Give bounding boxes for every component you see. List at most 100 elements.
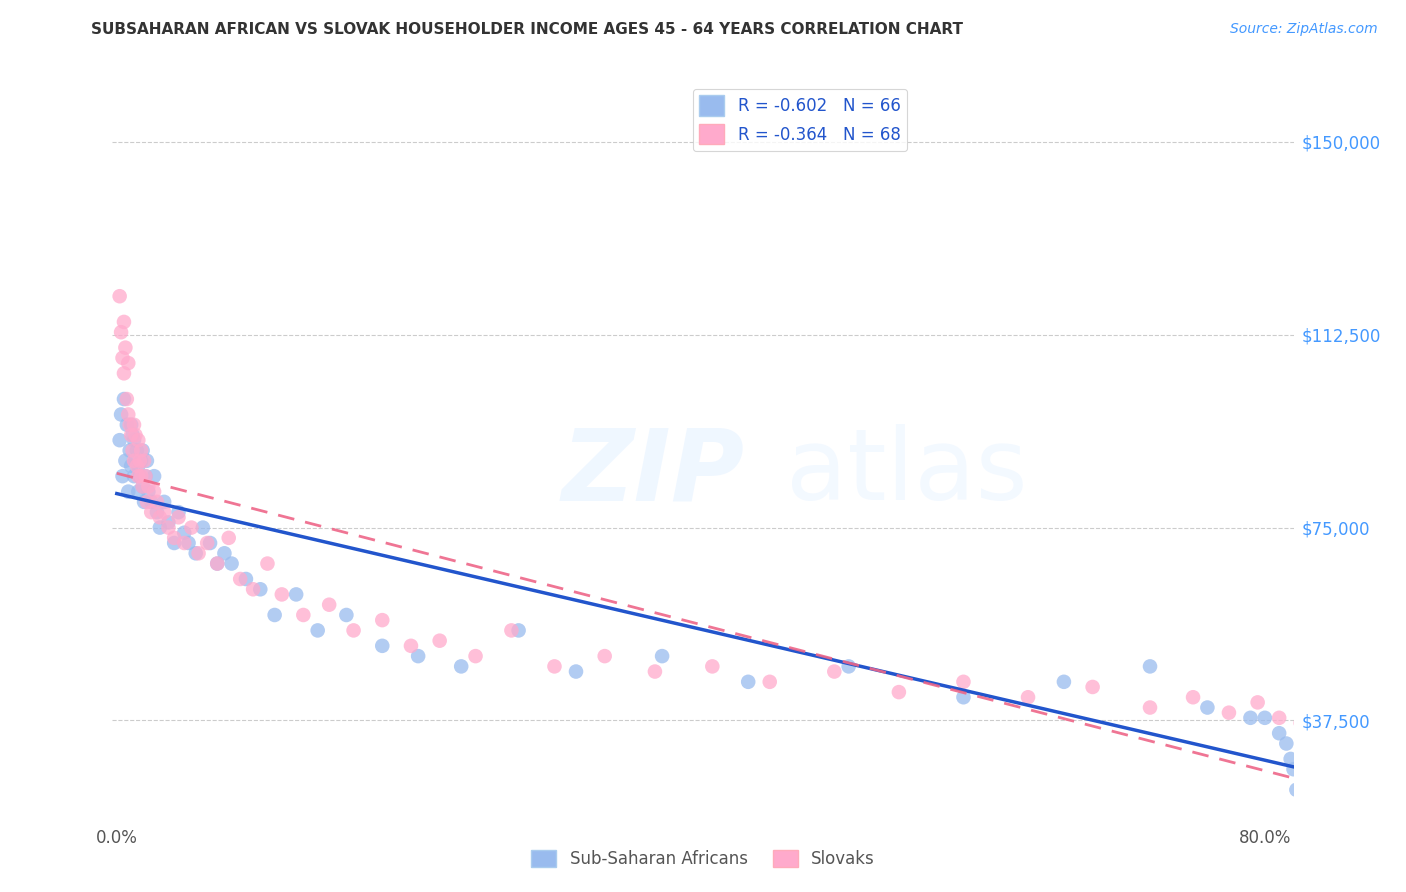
Text: Source: ZipAtlas.com: Source: ZipAtlas.com [1230,22,1378,37]
Point [127,458,149,473]
Point [335,607,357,622]
Point [191,520,214,534]
Point [153,495,176,509]
Point [138,479,160,493]
Point [256,557,278,571]
Point [110,408,132,422]
Point [823,665,845,679]
Point [651,649,673,664]
Point [543,659,565,673]
Point [1254,711,1277,725]
Point [180,520,202,534]
Point [593,649,616,664]
Point [1285,782,1308,797]
Point [129,454,152,468]
Point [146,505,169,519]
Point [565,665,588,679]
Point [141,505,163,519]
Point [371,639,394,653]
Point [307,624,329,638]
Point [249,582,271,597]
Point [129,469,152,483]
Point [127,469,149,483]
Point [167,505,190,519]
Point [263,607,285,622]
Point [135,454,157,468]
Point [887,685,910,699]
Point [952,674,974,689]
Point [132,495,155,509]
Point [146,495,169,509]
Point [120,428,142,442]
Point [121,443,143,458]
Point [1282,762,1305,776]
Point [141,495,163,509]
Point [173,536,195,550]
Point [318,598,340,612]
Point [112,315,135,329]
Point [702,659,724,673]
Text: atlas: atlas [786,425,1028,521]
Point [242,582,264,597]
Point [207,557,229,571]
Point [118,443,141,458]
Point [399,639,422,653]
Point [108,433,131,447]
Point [1279,752,1302,766]
Point [1017,690,1039,705]
Point [163,536,186,550]
Point [1275,737,1298,751]
Point [134,469,156,483]
Point [135,495,157,509]
Point [120,458,142,473]
Point [501,624,523,638]
Point [464,649,486,664]
Point [149,510,172,524]
Point [110,325,132,339]
Point [1218,706,1240,720]
Point [235,572,257,586]
Point [115,417,138,432]
Text: ZIP: ZIP [561,425,744,521]
Point [117,484,139,499]
Point [127,484,149,499]
Point [125,443,148,458]
Point [118,417,141,432]
Point [371,613,394,627]
Point [214,546,236,560]
Point [114,341,136,355]
Point [1081,680,1104,694]
Point [167,510,190,524]
Point [508,624,530,638]
Point [292,607,315,622]
Point [1139,659,1161,673]
Point [122,433,145,447]
Point [406,649,429,664]
Point [1268,711,1291,725]
Point [207,557,229,571]
Point [450,659,472,673]
Point [157,516,180,530]
Legend: R = -0.602   N = 66, R = -0.364   N = 68: R = -0.602 N = 66, R = -0.364 N = 68 [693,88,907,151]
Point [184,546,207,560]
Point [124,454,146,468]
Point [115,392,138,406]
Point [1289,715,1312,730]
Point [1139,700,1161,714]
Point [112,392,135,406]
Point [149,520,172,534]
Point [117,408,139,422]
Point [114,454,136,468]
Point [195,536,218,550]
Text: SUBSAHARAN AFRICAN VS SLOVAK HOUSEHOLDER INCOME AGES 45 - 64 YEARS CORRELATION C: SUBSAHARAN AFRICAN VS SLOVAK HOUSEHOLDER… [91,22,963,37]
Point [117,356,139,370]
Point [129,443,152,458]
Point [131,479,153,493]
Point [111,351,134,365]
Point [285,587,308,601]
Point [121,428,143,442]
Point [1268,726,1291,740]
Point [111,469,134,483]
Point [221,557,243,571]
Point [270,587,292,601]
